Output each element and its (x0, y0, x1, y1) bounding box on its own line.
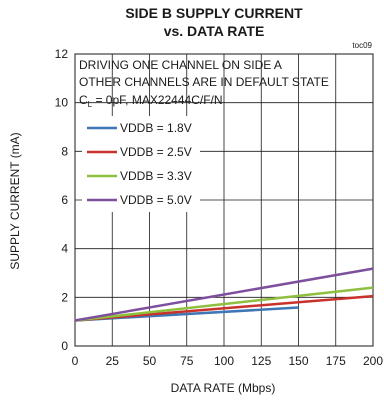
y-tick-label: 6 (61, 193, 68, 207)
x-tick-label: 0 (72, 354, 79, 368)
y-tick-label: 12 (55, 47, 69, 61)
annotation-line-1: DRIVING ONE CHANNEL ON SIDE A (79, 58, 282, 72)
x-tick-label: 175 (326, 354, 346, 368)
x-tick-label: 125 (251, 354, 271, 368)
x-tick-labels: 0 25 50 75 100 125 150 175 200 (72, 354, 384, 368)
legend-background (82, 116, 200, 212)
legend: VDDB = 1.8V VDDB = 2.5V VDDB = 3.3V VDDB = … (82, 116, 200, 212)
series-line (74, 286, 374, 322)
x-tick-label: 200 (363, 354, 383, 368)
y-tick-label: 10 (55, 96, 69, 110)
y-axis-label: SUPPLY CURRENT (mA) (8, 132, 22, 269)
annotation-condition: CL = 0pF, MAX22444C/F/N (79, 93, 223, 109)
y-tick-label: 4 (61, 242, 68, 256)
condition-prefix: C (79, 93, 88, 107)
y-tick-label: 8 (61, 144, 68, 158)
chart-title: SIDE B SUPPLY CURRENT (125, 5, 303, 21)
chart-subtitle: vs. DATA RATE (164, 23, 265, 39)
legend-label: VDDB = 5.0V (120, 193, 192, 207)
series-lines (74, 267, 374, 322)
y-tick-labels: 0 2 4 6 8 10 12 (55, 47, 69, 353)
y-tick-label: 2 (61, 290, 68, 304)
series-line (74, 267, 374, 322)
legend-label: VDDB = 3.3V (120, 169, 192, 183)
x-tick-label: 150 (288, 354, 308, 368)
condition-subscript: L (88, 100, 93, 109)
y-tick-label: 0 (61, 339, 68, 353)
x-tick-label: 50 (143, 354, 157, 368)
condition-rest: = 0pF, MAX22444C/F/N (92, 93, 222, 107)
annotation-line-2: OTHER CHANNELS ARE IN DEFAULT STATE (79, 75, 329, 89)
figure-tag: toc09 (352, 41, 372, 50)
x-tick-label: 75 (180, 354, 194, 368)
legend-label: VDDB = 2.5V (120, 145, 192, 159)
x-tick-label: 25 (106, 354, 120, 368)
series-line (74, 294, 374, 322)
legend-label: VDDB = 1.8V (120, 121, 192, 135)
x-tick-label: 100 (214, 354, 234, 368)
plot-frame (74, 53, 374, 347)
grid (74, 53, 374, 347)
x-axis-label: DATA RATE (Mbps) (171, 381, 276, 395)
